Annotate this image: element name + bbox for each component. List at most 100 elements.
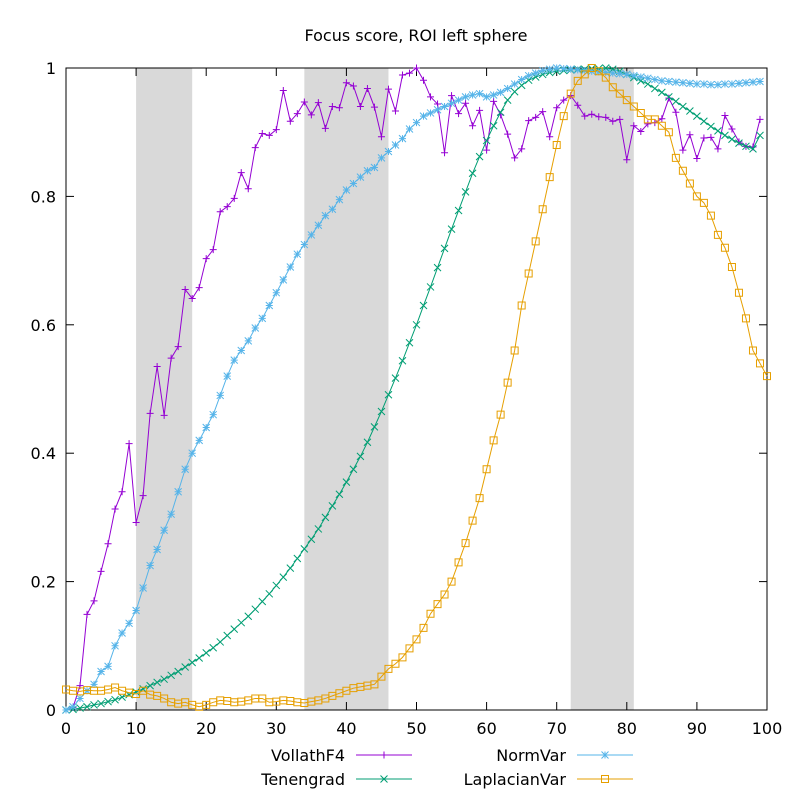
point-tenengrad-98 <box>749 145 757 153</box>
point-vollathf4-74 <box>581 112 589 120</box>
point-laplacianvar-37 <box>321 694 330 703</box>
point-laplacianvar-99 <box>755 359 764 368</box>
point-laplacianvar-25 <box>237 697 246 706</box>
point-tenengrad-84 <box>650 84 659 93</box>
point-tenengrad-28 <box>258 597 267 606</box>
point-laplacianvar-63 <box>503 378 512 387</box>
point-normvar-30 <box>272 288 281 297</box>
point-vollathf4-51 <box>420 76 428 84</box>
point-normvar-46 <box>384 147 393 156</box>
point-tenengrad-16 <box>174 667 183 676</box>
point-laplacianvar-45 <box>377 672 386 681</box>
point-laplacianvar-88 <box>678 166 687 175</box>
point-vollathf4-21 <box>209 246 217 254</box>
point-normvar-54 <box>440 102 449 111</box>
point-vollathf4-57 <box>462 99 470 107</box>
point-normvar-1 <box>69 702 77 711</box>
point-tenengrad-50 <box>412 320 421 329</box>
point-tenengrad-4 <box>90 701 98 709</box>
point-vollathf4-40 <box>342 79 350 87</box>
point-vollathf4-83 <box>644 120 652 128</box>
point-tenengrad-60 <box>482 136 491 145</box>
point-tenengrad-89 <box>686 107 694 115</box>
point-vollathf4-32 <box>286 117 294 125</box>
point-tenengrad-82 <box>636 76 645 85</box>
point-normvar-56 <box>454 96 463 104</box>
point-normvar-50 <box>412 118 421 127</box>
point-normvar-99 <box>756 77 764 86</box>
point-laplacianvar-47 <box>391 659 400 668</box>
point-tenengrad-57 <box>461 188 470 196</box>
point-normvar-57 <box>461 93 470 101</box>
point-laplacianvar-21 <box>209 698 218 707</box>
point-tenengrad-64 <box>510 87 519 96</box>
point-vollathf4-56 <box>455 110 463 118</box>
point-tenengrad-7 <box>111 695 119 704</box>
point-laplacianvar-77 <box>601 73 610 82</box>
y-tick-label-2: 0.4 <box>31 444 56 463</box>
point-tenengrad-22 <box>216 638 225 646</box>
point-tenengrad-10 <box>132 688 140 696</box>
y-tick-label-0: 0 <box>46 701 56 720</box>
point-vollathf4-87 <box>672 108 680 116</box>
legend-item-normvar: NormVar <box>496 746 633 765</box>
point-tenengrad-11 <box>139 684 147 693</box>
point-vollathf4-5 <box>97 567 105 575</box>
point-tenengrad-48 <box>398 356 407 365</box>
point-tenengrad-23 <box>223 631 232 640</box>
point-vollathf4-64 <box>511 154 519 162</box>
point-normvar-63 <box>503 84 512 93</box>
point-normvar-19 <box>195 436 204 445</box>
point-vollathf4-95 <box>728 125 736 133</box>
point-normvar-48 <box>398 134 407 143</box>
point-vollathf4-46 <box>384 85 392 93</box>
point-normvar-8 <box>118 629 126 637</box>
point-normvar-12 <box>146 561 154 570</box>
point-vollathf4-12 <box>146 409 154 417</box>
point-normvar-77 <box>601 68 610 77</box>
point-normvar-49 <box>405 125 414 133</box>
point-vollathf4-48 <box>398 71 406 79</box>
point-vollathf4-47 <box>391 107 399 115</box>
point-vollathf4-66 <box>525 117 533 125</box>
point-vollathf4-37 <box>321 124 329 132</box>
point-laplacianvar-53 <box>433 600 442 609</box>
x-tick-label-7: 70 <box>547 719 567 738</box>
point-vollathf4-36 <box>314 99 322 107</box>
x-tick-label-10: 100 <box>752 719 783 738</box>
point-tenengrad-14 <box>160 675 168 684</box>
point-laplacianvar-19 <box>195 702 204 711</box>
point-vollathf4-39 <box>335 104 343 112</box>
point-normvar-60 <box>482 93 491 101</box>
shaded-regions <box>136 68 634 710</box>
point-normvar-38 <box>328 205 337 214</box>
point-tenengrad-61 <box>489 121 498 130</box>
point-tenengrad-3 <box>83 702 91 711</box>
point-laplacianvar-66 <box>524 269 533 278</box>
point-vollathf4-73 <box>574 101 582 109</box>
point-normvar-84 <box>650 75 659 84</box>
point-vollathf4-63 <box>504 130 512 138</box>
point-tenengrad-63 <box>503 96 512 104</box>
point-laplacianvar-36 <box>314 696 323 705</box>
point-normvar-88 <box>679 78 687 87</box>
point-normvar-53 <box>433 105 442 114</box>
point-normvar-4 <box>90 680 98 689</box>
point-normvar-5 <box>97 667 105 676</box>
point-tenengrad-53 <box>433 263 442 272</box>
point-normvar-37 <box>321 211 330 220</box>
point-normvar-3 <box>83 686 91 695</box>
point-normvar-98 <box>749 78 757 86</box>
point-normvar-31 <box>279 276 288 284</box>
point-laplacianvar-43 <box>363 681 372 690</box>
point-vollathf4-13 <box>153 363 161 371</box>
point-vollathf4-69 <box>546 133 554 141</box>
point-normvar-10 <box>132 606 140 615</box>
point-vollathf4-25 <box>237 169 245 177</box>
point-laplacianvar-95 <box>727 263 736 272</box>
y-tick-label-1: 0.2 <box>31 573 56 592</box>
point-vollathf4-68 <box>539 108 547 116</box>
point-normvar-64 <box>510 80 519 88</box>
point-tenengrad-25 <box>237 618 246 627</box>
point-tenengrad-44 <box>370 423 379 431</box>
